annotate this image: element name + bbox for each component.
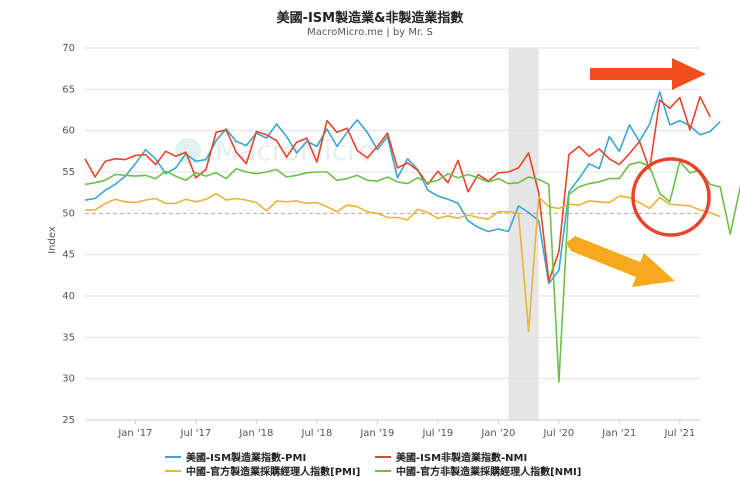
legend-item-us-nmi[interactable]: 美國-ISM非製造業指數-NMI	[375, 449, 527, 464]
x-tick-label: Jul '20	[542, 428, 574, 439]
x-tick-label: Jul '21	[663, 428, 695, 439]
x-tick-label: Jul '19	[422, 428, 454, 439]
y-tick-label: 35	[62, 332, 75, 343]
x-tick-label: Jul '17	[180, 428, 212, 439]
chart-subtitle: MacroMicro.me | by Mr. S	[307, 27, 433, 38]
legend-swatch	[375, 469, 391, 472]
x-tick-label: Jul '18	[301, 428, 333, 439]
y-tick-label: 45	[62, 250, 75, 261]
series-line-4	[84, 160, 740, 383]
series-line-3	[85, 192, 721, 333]
x-tick-label: Jan '19	[359, 428, 394, 439]
x-tick-label: Jan '21	[601, 428, 636, 439]
legend-swatch	[165, 455, 181, 458]
y-tick-label: 30	[62, 374, 75, 385]
y-tick-label: 65	[62, 84, 75, 95]
legend-item-cn-nmi[interactable]: 中國-官方非製造業採購經理人指數[NMI]	[375, 463, 581, 478]
watermark-logo-icon	[175, 138, 201, 164]
chart-title: 美國-ISM製造業&非製造業指數	[276, 11, 464, 26]
x-tick-label: Jan '20	[480, 428, 515, 439]
shaded-period	[508, 48, 539, 420]
highlight-circle	[631, 157, 711, 237]
legend-label: 中國-官方非製造業採購經理人指數[NMI]	[396, 467, 582, 478]
legend-item-us-pmi[interactable]: 美國-ISM製造業指數-PMI	[165, 449, 306, 464]
y-axis-label: Index	[47, 226, 58, 254]
y-tick-label: 60	[62, 126, 75, 137]
legend-item-cn-pmi[interactable]: 中國-官方製造業採購經理人指數[PMI]	[165, 463, 360, 478]
down-right-arrow-icon	[566, 236, 675, 287]
series-line-2	[84, 96, 711, 282]
legend-swatch	[165, 469, 181, 472]
legend-swatch	[375, 455, 391, 458]
y-tick-label: 25	[62, 415, 75, 426]
y-tick-label: 70	[62, 43, 75, 54]
x-tick-label: Jan '18	[238, 428, 273, 439]
y-tick-label: 40	[62, 291, 75, 302]
y-tick-label: 50	[62, 208, 75, 219]
y-tick-label: 55	[62, 167, 75, 178]
right-arrow-icon	[590, 58, 706, 90]
legend-label: 中國-官方製造業採購經理人指數[PMI]	[186, 467, 361, 478]
series-line-1	[84, 91, 721, 285]
legend-label: 美國-ISM製造業指數-PMI	[186, 453, 307, 464]
legend-label: 美國-ISM非製造業指數-NMI	[396, 453, 528, 464]
x-tick-label: Jan '17	[117, 428, 152, 439]
